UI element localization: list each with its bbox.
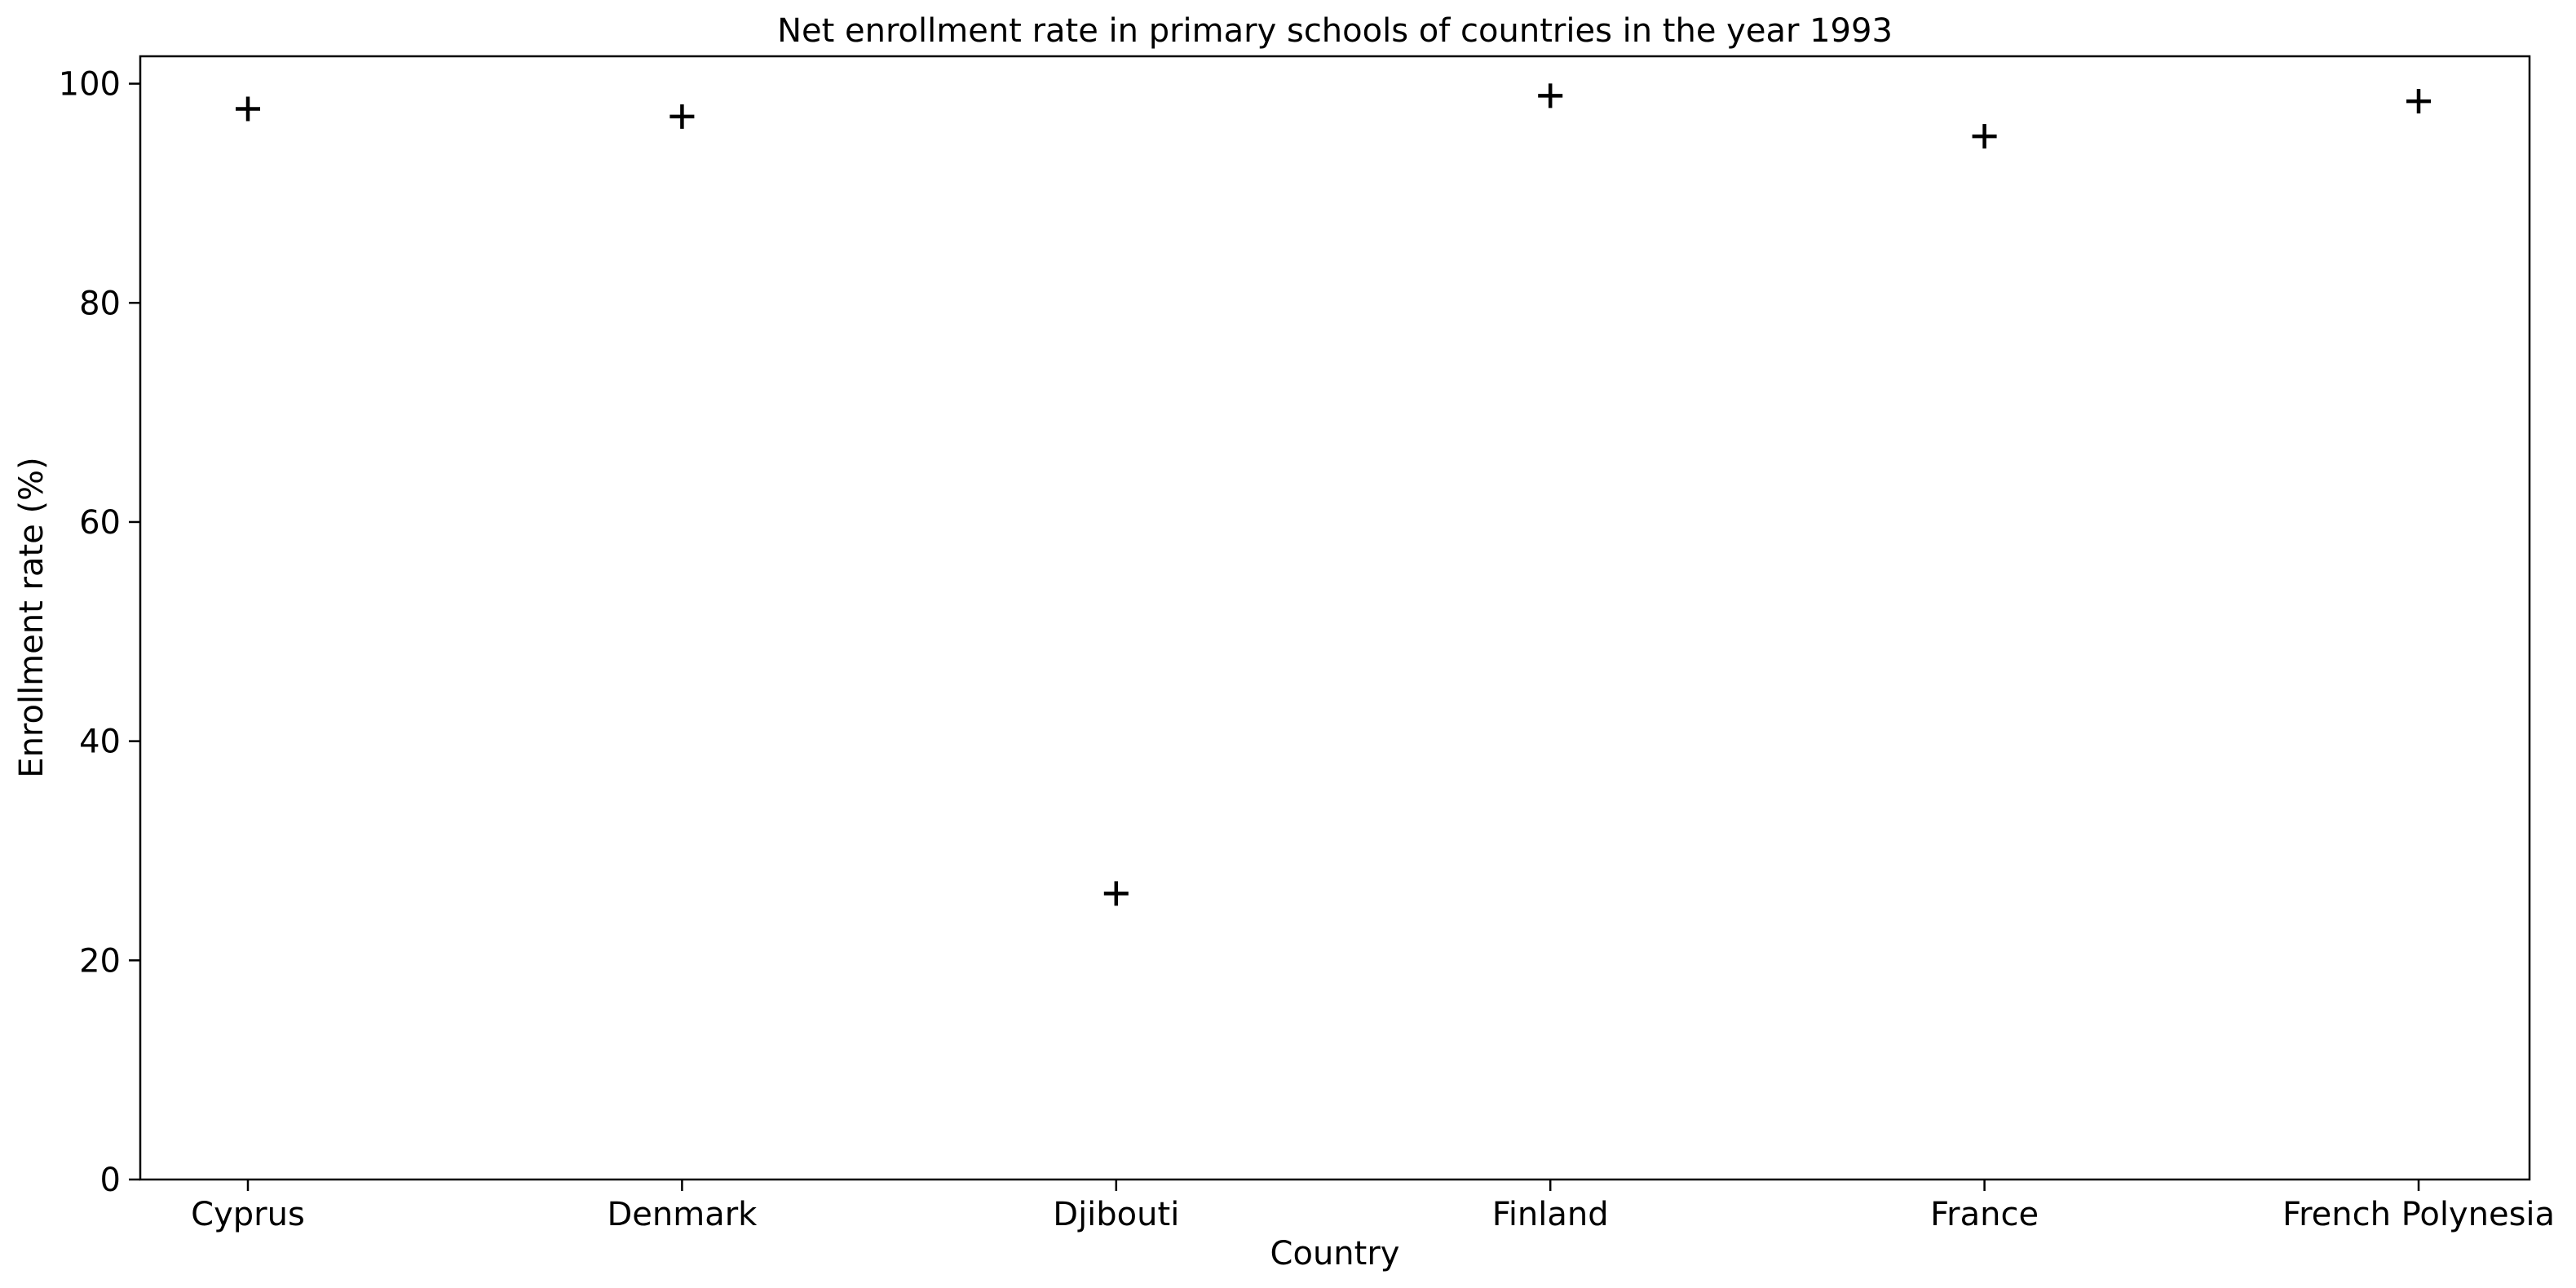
data-point [669, 104, 695, 129]
y-tick-label: 0 [100, 1162, 121, 1199]
x-axis: Cyprus Denmark Djibouti Finland France French… [191, 1180, 2555, 1233]
data-point [2406, 89, 2431, 114]
y-tick-label: 100 [59, 66, 121, 104]
y-tick-label: 20 [79, 942, 121, 980]
data-point [1538, 83, 1563, 108]
data-point [1103, 881, 1129, 906]
y-axis: 0 20 40 60 80 100 [59, 66, 140, 1199]
x-axis-label: Country [1270, 1235, 1400, 1273]
y-tick-label: 40 [79, 724, 121, 761]
data-points [236, 83, 2431, 906]
x-tick-label: Cyprus [191, 1196, 305, 1233]
x-tick-label: French Polynesia [2282, 1196, 2555, 1233]
x-tick-label: Djibouti [1053, 1196, 1179, 1233]
data-point [1972, 124, 1997, 149]
y-axis-label: Enrollment rate (%) [13, 457, 51, 777]
y-tick-label: 80 [79, 285, 121, 322]
plot-frame [139, 55, 2531, 1181]
data-point [236, 96, 260, 122]
x-tick-label: Finland [1492, 1196, 1609, 1233]
x-tick-label: Denmark [607, 1196, 758, 1233]
chart-title: Net enrollment rate in primary schools o… [777, 12, 1893, 50]
x-tick-label: France [1930, 1196, 2039, 1233]
y-tick-label: 60 [79, 504, 121, 542]
